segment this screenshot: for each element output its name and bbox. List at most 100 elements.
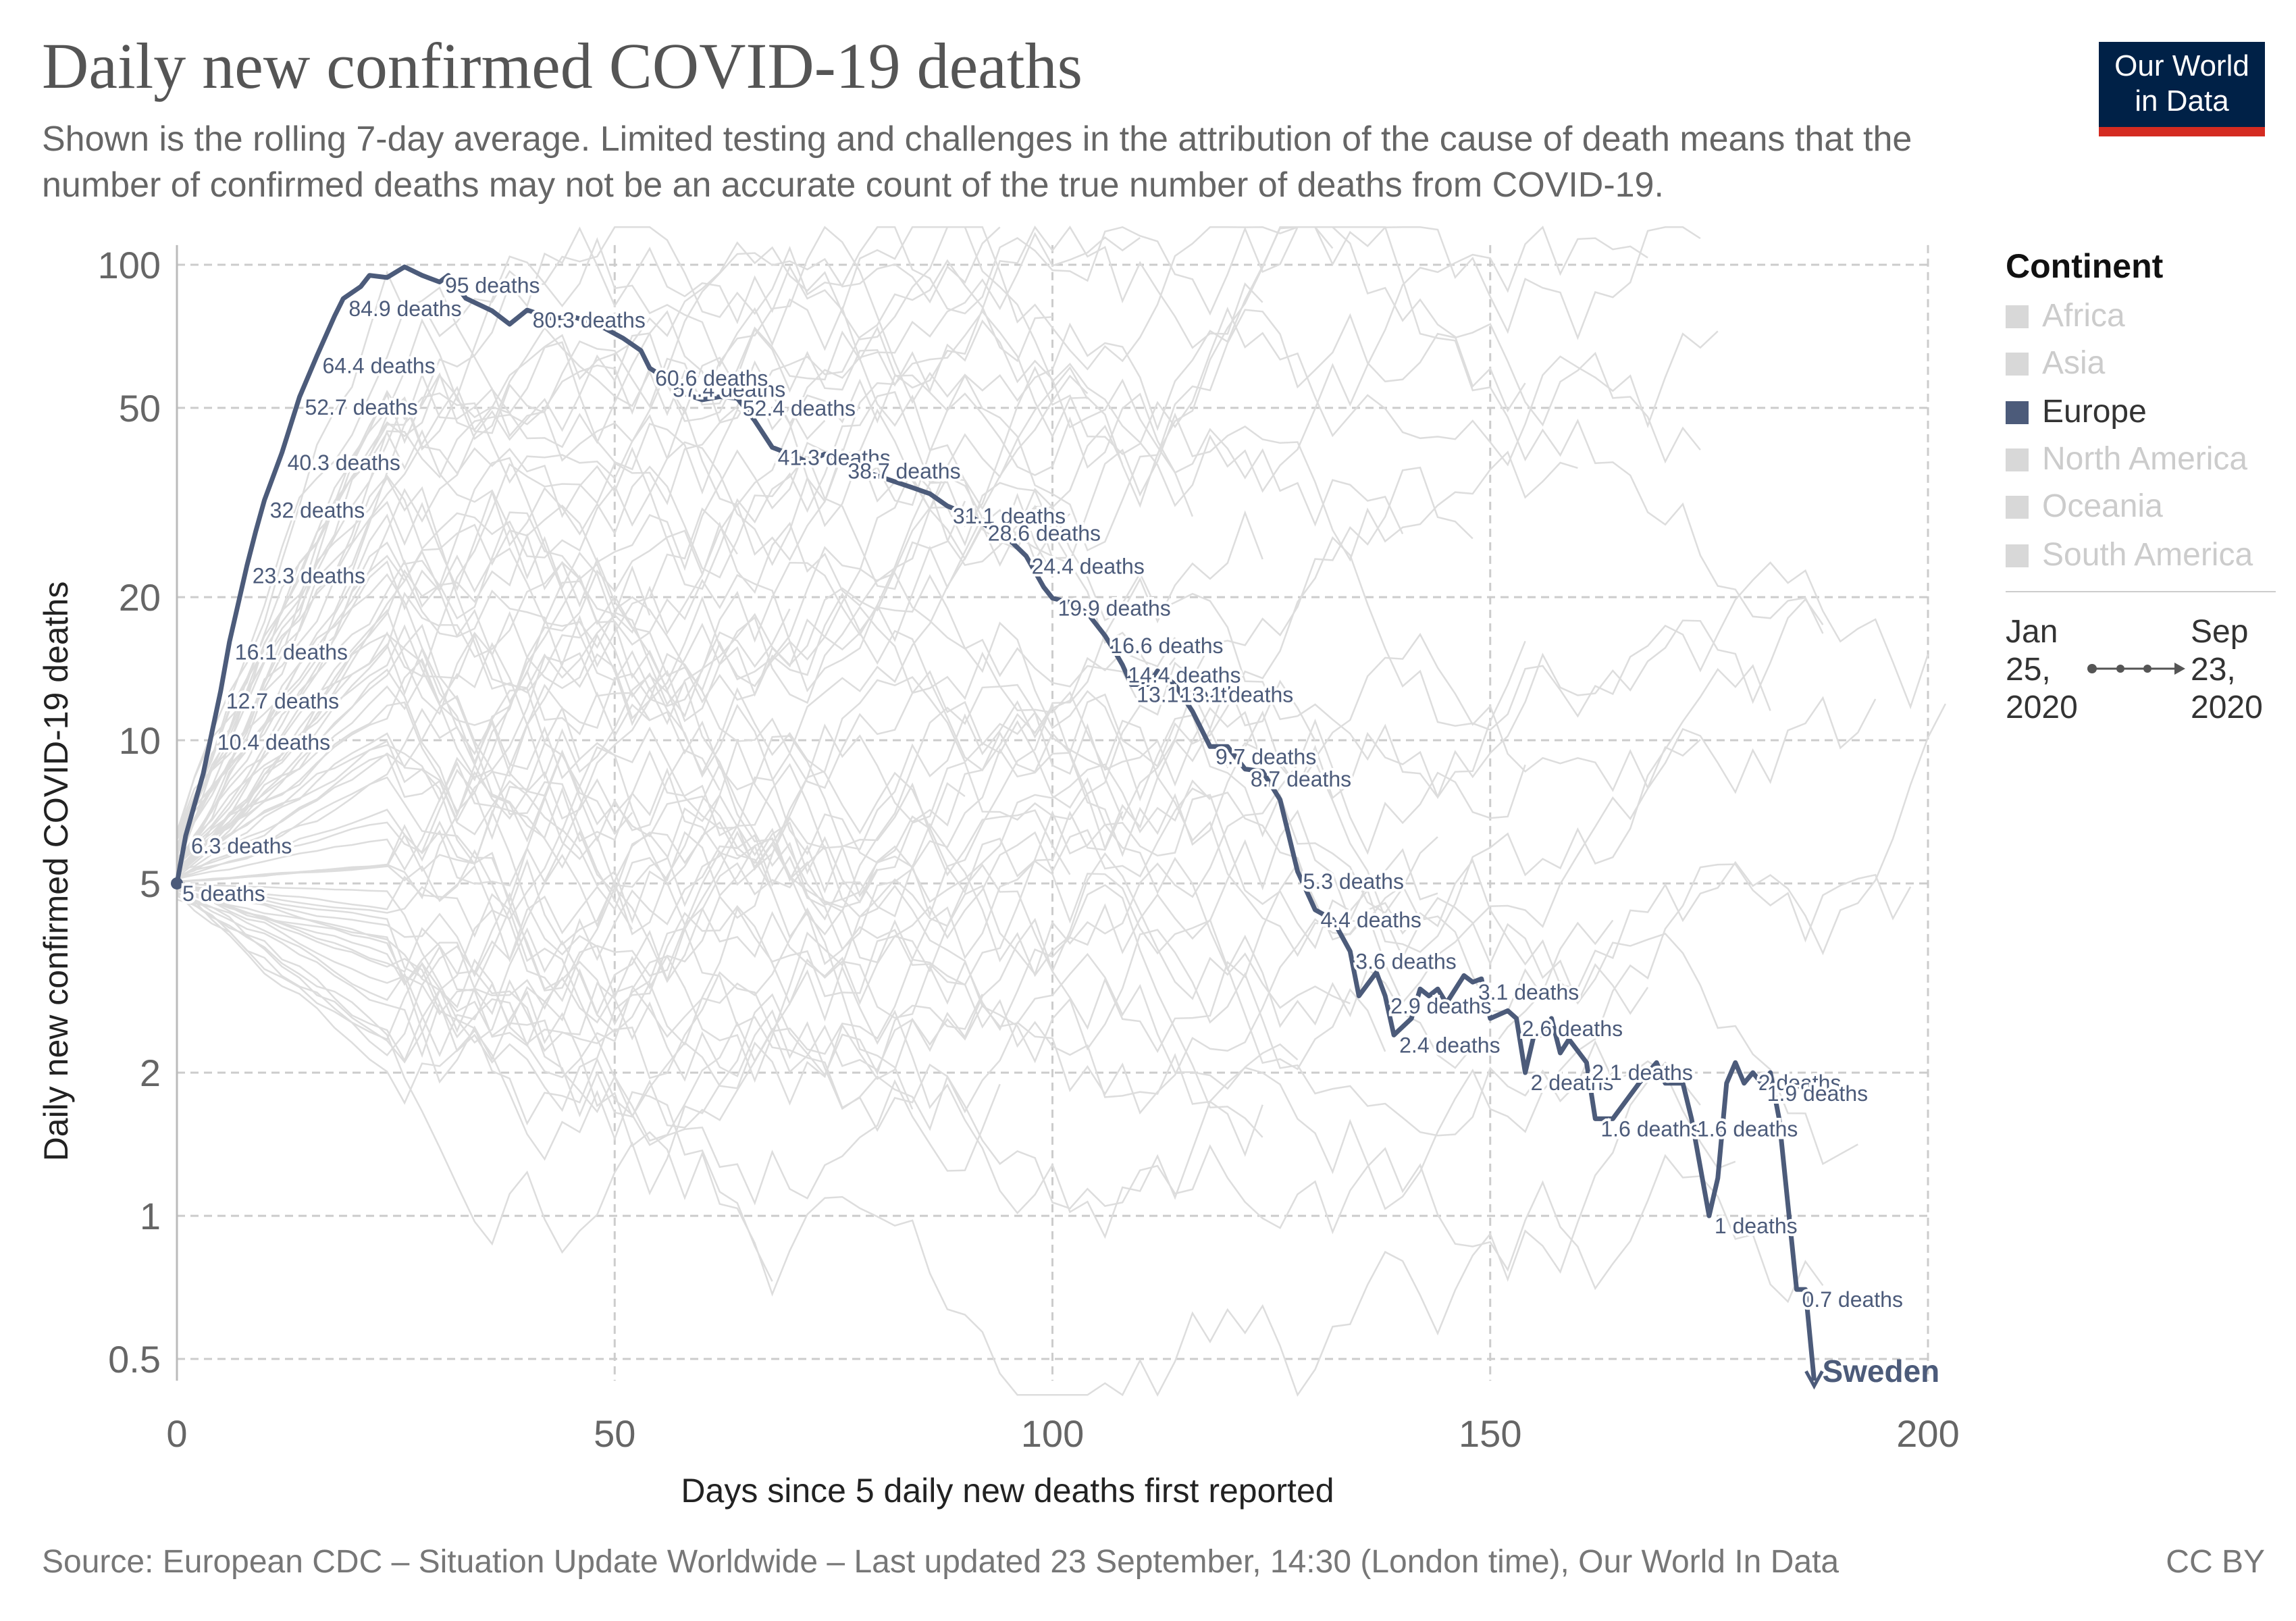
- background-country-line: [176, 852, 1351, 1142]
- legend-swatch: [2006, 353, 2029, 376]
- timeline-start-label: Jan 25, 2020: [2006, 614, 2078, 725]
- y-axis-title: Daily new confirmed COVID-19 deaths: [37, 582, 75, 1162]
- legend-swatch: [2006, 544, 2029, 567]
- background-country-line: [176, 307, 1719, 879]
- x-tick-label: 50: [594, 1412, 635, 1455]
- background-country-line: [176, 632, 1701, 1046]
- sweden-start-marker: [171, 877, 183, 890]
- series-end-label: Sweden: [1822, 1354, 1939, 1389]
- background-country-line: [176, 898, 983, 1254]
- legend-divider: [2006, 591, 2276, 592]
- legend-item-south-america[interactable]: South America: [2006, 536, 2253, 573]
- background-country-line: [176, 236, 1070, 837]
- background-country-line: [176, 225, 1263, 840]
- point-label: 2.6 deaths: [1522, 1017, 1623, 1041]
- y-tick-label: 2: [140, 1052, 161, 1094]
- point-label: 95 deaths: [445, 274, 540, 298]
- legend-item-africa[interactable]: Africa: [2006, 297, 2125, 334]
- background-country-line: [176, 429, 1124, 894]
- point-label: 13.1 deaths: [1137, 682, 1249, 706]
- legend-swatch: [2006, 496, 2029, 519]
- background-country-line: [176, 887, 1701, 1397]
- background-country-line: [176, 763, 1211, 1010]
- background-country-line: [176, 571, 1526, 921]
- y-tick-label: 20: [119, 576, 161, 619]
- point-label: 31.1 deaths: [953, 504, 1066, 528]
- background-country-line: [176, 787, 1316, 1005]
- y-tick-label: 0.5: [108, 1338, 161, 1381]
- background-country-line: [176, 703, 1526, 1000]
- point-label: 5 deaths: [182, 881, 265, 906]
- background-country-line: [176, 664, 1771, 1058]
- point-label: 2.4 deaths: [1399, 1033, 1500, 1057]
- point-label: 57.4 deaths: [673, 378, 785, 402]
- y-tick-label: 10: [119, 719, 161, 762]
- background-country-line: [176, 492, 1053, 903]
- point-label: 28.6 deaths: [988, 521, 1101, 546]
- background-country-line: [176, 749, 721, 887]
- y-tick-label: 1: [140, 1195, 161, 1237]
- legend-item-oceania[interactable]: Oceania: [2006, 488, 2163, 525]
- point-label: 64.4 deaths: [322, 354, 435, 378]
- sweden-line: [174, 264, 1817, 1381]
- background-country-line: [176, 884, 1736, 1170]
- point-label: 40.3 deaths: [288, 451, 400, 475]
- point-label: 12.7 deaths: [226, 689, 339, 713]
- point-label: 1 deaths: [1715, 1214, 1798, 1238]
- point-label: 4.4 deaths: [1320, 908, 1421, 932]
- background-country-line: [176, 226, 1648, 840]
- background-country-line: [176, 536, 1929, 908]
- point-label: 3.6 deaths: [1355, 949, 1456, 973]
- legend-swatch: [2006, 448, 2029, 471]
- point-label: 60.6 deaths: [655, 366, 768, 390]
- background-country-line: [176, 809, 1858, 1166]
- legend-label: Oceania: [2042, 488, 2163, 524]
- x-axis-title: Days since 5 daily new deaths first repo…: [681, 1472, 1334, 1510]
- legend-item-europe[interactable]: Europe: [2006, 393, 2147, 430]
- point-label: 9.7 deaths: [1216, 744, 1316, 769]
- background-country-line: [176, 643, 826, 866]
- point-label: 52.4 deaths: [743, 396, 856, 421]
- legend-label: South America: [2042, 537, 2253, 573]
- background-country-line: [176, 412, 1578, 900]
- x-tick-label: 100: [1021, 1412, 1084, 1455]
- point-label: 2.9 deaths: [1390, 994, 1491, 1019]
- timeline-slider[interactable]: [2087, 659, 2188, 679]
- point-label: 52.7 deaths: [305, 395, 418, 419]
- point-label: 1.6 deaths: [1697, 1116, 1798, 1141]
- background-country-line: [176, 670, 1438, 957]
- background-country-line: [176, 366, 1089, 877]
- legend-item-north-america[interactable]: North America: [2006, 440, 2247, 478]
- legend-item-asia[interactable]: Asia: [2006, 344, 2105, 382]
- point-label: 5.3 deaths: [1303, 869, 1404, 894]
- background-country-line: [176, 668, 1947, 1054]
- point-label: 19.9 deaths: [1058, 596, 1171, 621]
- background-country-line: [176, 319, 1404, 840]
- background-country-line: [176, 885, 1386, 1112]
- background-country-line: [176, 482, 1071, 883]
- background-country-line: [176, 286, 1263, 846]
- background-country-line: [176, 396, 966, 838]
- timeline-end-label: Sep 23, 2020: [2191, 614, 2263, 725]
- legend-swatch: [2006, 401, 2029, 424]
- sweden-series: Sweden: [171, 264, 1939, 1390]
- legend-title: Continent: [2006, 247, 2164, 285]
- point-label: 2.1 deaths: [1592, 1060, 1692, 1085]
- point-label: 38.7 deaths: [847, 459, 960, 483]
- background-country-line: [176, 374, 1089, 867]
- point-label: 41.3 deaths: [778, 445, 891, 469]
- point-label: 0.7 deaths: [1802, 1287, 1903, 1312]
- background-country-line: [176, 820, 1824, 1304]
- owid-logo[interactable]: Our World in Data: [2099, 42, 2265, 136]
- background-country-lines: [176, 225, 1947, 1397]
- source-note: Source: European CDC – Situation Update …: [42, 1544, 1840, 1580]
- x-tick-label: 0: [166, 1412, 187, 1455]
- x-tick-label: 150: [1459, 1412, 1521, 1455]
- background-country-line: [176, 560, 791, 872]
- background-country-line: [176, 894, 773, 1282]
- background-country-line: [176, 875, 1299, 1118]
- background-country-line: [176, 679, 1316, 1041]
- legend-label: Asia: [2042, 345, 2106, 381]
- license-link[interactable]: CC BY: [2166, 1544, 2265, 1580]
